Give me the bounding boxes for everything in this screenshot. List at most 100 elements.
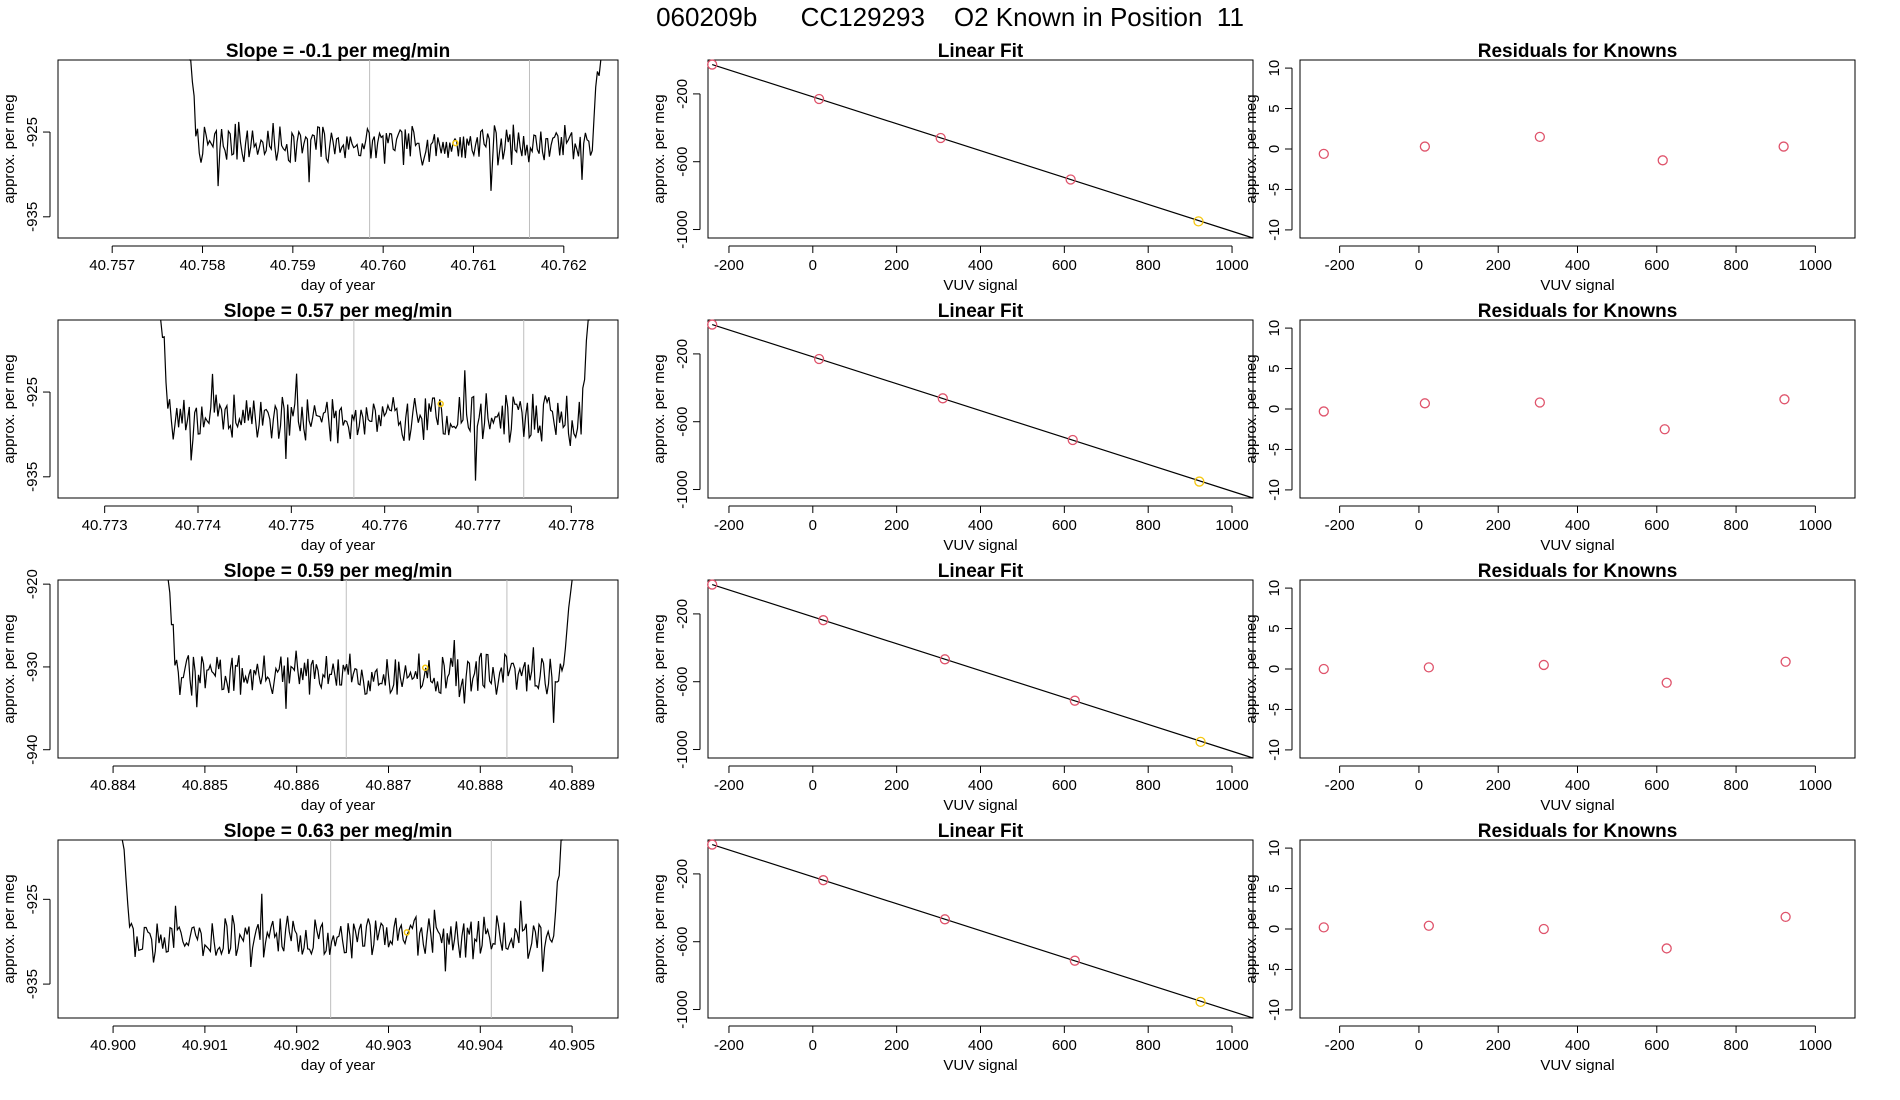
calibration-point	[937, 393, 948, 404]
x-tick-label: 40.761	[451, 257, 497, 274]
panel-3-1: Slope = 0.59 per meg/min 40.884 40.885 40.8…	[1, 561, 619, 814]
panel-3-3: Residuals for Knowns-200 0 200 400 600 800 100…	[1243, 561, 1856, 814]
x-tick-label: 800	[1724, 777, 1749, 794]
y-tick-label: -600	[674, 147, 691, 177]
x-tick-label: 600	[1052, 1037, 1077, 1054]
x-tick-label: 600	[1052, 777, 1077, 794]
plot-frame	[707, 319, 1254, 499]
x-tick-label: -200	[714, 517, 744, 534]
calibration-point	[1193, 216, 1204, 227]
calibration-point	[818, 875, 829, 886]
panel-title: Linear Fit	[938, 41, 1024, 62]
x-tick-label: 40.888	[457, 777, 503, 794]
x-tick-label: 800	[1724, 1037, 1749, 1054]
x-tick-label: 0	[1415, 777, 1423, 794]
residual-point	[1779, 394, 1790, 405]
x-tick-label: 40.884	[90, 777, 136, 794]
y-axis-label: approx. per meg	[1, 614, 18, 723]
x-tick-label: 400	[968, 1037, 993, 1054]
panel-title: Slope = 0.57 per meg/min	[224, 301, 453, 322]
mean-marker	[437, 400, 444, 408]
y-tick-label: 5	[1266, 104, 1283, 112]
plot-frame	[707, 59, 1254, 239]
panel-4-3: Residuals for Knowns-200 0 200 400 600 800 100…	[1243, 821, 1856, 1074]
panel-2-1: Slope = 0.57 per meg/min 40.773 40.774 40.7…	[1, 301, 619, 554]
x-tick-label: 40.900	[90, 1037, 136, 1054]
plot-frame	[1299, 579, 1856, 759]
calibration-point	[1065, 174, 1076, 185]
residual-point	[1780, 911, 1791, 923]
panel-1-2: Linear Fit -200 0 200 400 600 800 1000 VUV signa…	[651, 41, 1254, 294]
y-tick-label: 10	[1266, 580, 1283, 597]
x-tick-label: 0	[809, 517, 817, 534]
y-tick-label: -935	[24, 202, 41, 232]
x-tick-label: -200	[714, 1037, 744, 1054]
residual-point	[1534, 397, 1545, 408]
y-tick-label: 5	[1266, 624, 1283, 632]
calibration-point	[1069, 955, 1080, 966]
x-tick-label: 200	[1486, 517, 1511, 534]
panel-4-1: Slope = 0.63 per meg/min 40.900 40.901 40.9…	[1, 821, 619, 1074]
y-axis-label: approx. per meg	[1243, 874, 1260, 983]
x-tick-label: 200	[884, 777, 909, 794]
panel-title: Residuals for Knowns	[1478, 821, 1678, 842]
panel-title: Residuals for Knowns	[1478, 301, 1678, 322]
fit-line	[712, 844, 1254, 1019]
x-tick-label: -200	[714, 777, 744, 794]
y-axis-label: approx. per meg	[651, 354, 668, 463]
x-tick-label: -200	[1325, 1037, 1355, 1054]
x-tick-label: 0	[809, 257, 817, 274]
calibration-point	[707, 319, 718, 330]
x-tick-label: 1000	[1215, 517, 1248, 534]
calibration-point	[818, 615, 829, 626]
x-tick-label: 40.903	[366, 1037, 412, 1054]
x-axis-label: VUV signal	[1540, 797, 1614, 814]
y-tick-label: -10	[1266, 739, 1283, 761]
panel-4-2: Linear Fit -200 0 200 400 600 800 1000 VUV signa…	[651, 821, 1254, 1074]
x-tick-label: 40.773	[82, 517, 128, 534]
calibration-point	[707, 839, 718, 850]
x-axis-label: day of year	[301, 797, 375, 814]
residual-point	[1778, 141, 1789, 152]
y-tick-label: -200	[674, 859, 691, 889]
x-tick-label: -200	[1325, 517, 1355, 534]
x-tick-label: 40.901	[182, 1037, 228, 1054]
page-title: 060209b CC129293 O2 Known in Position 11	[0, 2, 1900, 33]
y-tick-label: -5	[1266, 443, 1283, 456]
cylinder-id: CC129293	[800, 2, 925, 32]
residual-point	[1318, 406, 1329, 417]
series-line	[160, 319, 590, 481]
x-tick-label: 40.762	[541, 257, 587, 274]
x-tick-label: 200	[1486, 257, 1511, 274]
run-id: 060209b	[656, 2, 758, 32]
x-tick-label: 600	[1644, 517, 1669, 534]
panel-2-2: Linear Fit -200 0 200 400 600 800 1000 VUV signa…	[651, 301, 1254, 554]
calibration-point	[935, 132, 946, 144]
x-tick-label: 40.776	[362, 517, 408, 534]
y-tick-label: -1000	[674, 470, 691, 508]
x-tick-label: 600	[1052, 257, 1077, 274]
y-tick-label: -600	[674, 927, 691, 957]
panel-1-1: Slope = -0.1 per meg/min 40.757 40.758 40.7…	[1, 41, 619, 294]
x-tick-label: 400	[968, 777, 993, 794]
y-tick-label: -5	[1266, 183, 1283, 196]
y-tick-label: -1000	[674, 210, 691, 248]
y-axis-label: approx. per meg	[651, 94, 668, 203]
x-tick-label: 800	[1136, 1037, 1161, 1054]
x-tick-label: 40.777	[455, 517, 501, 534]
x-tick-label: 200	[1486, 1037, 1511, 1054]
y-tick-label: 0	[1266, 145, 1283, 153]
plot-frame	[707, 579, 1254, 759]
x-tick-label: -200	[1325, 257, 1355, 274]
panel-3-2: Linear Fit -200 0 200 400 600 800 1000 VUV signa…	[651, 561, 1254, 814]
residual-point	[1318, 922, 1329, 933]
x-tick-label: 0	[809, 777, 817, 794]
residual-point	[1538, 923, 1549, 935]
x-tick-label: -200	[714, 257, 744, 274]
calibration-point	[939, 914, 951, 925]
x-axis-label: day of year	[301, 277, 375, 294]
plot-frame	[57, 59, 619, 239]
x-tick-label: 400	[1565, 257, 1590, 274]
x-tick-label: 400	[968, 257, 993, 274]
x-tick-label: 40.887	[366, 777, 412, 794]
